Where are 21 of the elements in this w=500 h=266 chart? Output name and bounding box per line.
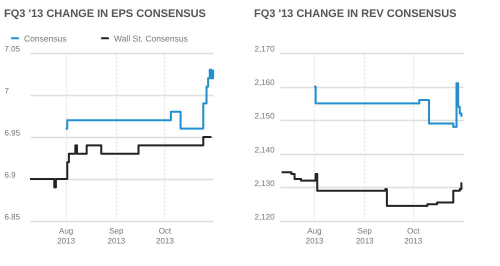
x-tick-label: Sep 2013 <box>107 226 126 246</box>
chart-title: FQ3 '13 CHANGE IN REV CONSENSUS <box>254 8 456 20</box>
x-tick-label: Aug 2013 <box>57 226 76 246</box>
y-tick-label: 2,140 <box>254 145 276 154</box>
y-tick-label: 6.9 <box>4 170 16 180</box>
x-tick-label: Oct 2013 <box>156 226 174 246</box>
y-tick-label: 7 <box>4 86 10 96</box>
y-tick-label: 2,120 <box>254 212 276 222</box>
x-tick-label: Sep 2013 <box>356 226 374 246</box>
legend-label: Wall St. Consensus <box>114 33 188 44</box>
x-tick-label: Oct 2013 <box>404 226 423 246</box>
y-tick-label: 6.95 <box>4 128 21 138</box>
y-tick-label: 6.85 <box>4 212 21 222</box>
y-tick-label: 2,170 <box>254 44 276 54</box>
y-tick-label: 7.05 <box>4 44 21 54</box>
y-tick-label: 2,130 <box>254 178 276 188</box>
y-tick-label: 2,160 <box>254 78 276 88</box>
chart-title: FQ3 '13 CHANGE IN EPS CONSENSUS <box>4 8 206 20</box>
y-tick-label: 2,150 <box>254 112 276 121</box>
x-tick-label: Aug 2013 <box>306 226 324 246</box>
legend-label: Consensus <box>24 33 67 44</box>
